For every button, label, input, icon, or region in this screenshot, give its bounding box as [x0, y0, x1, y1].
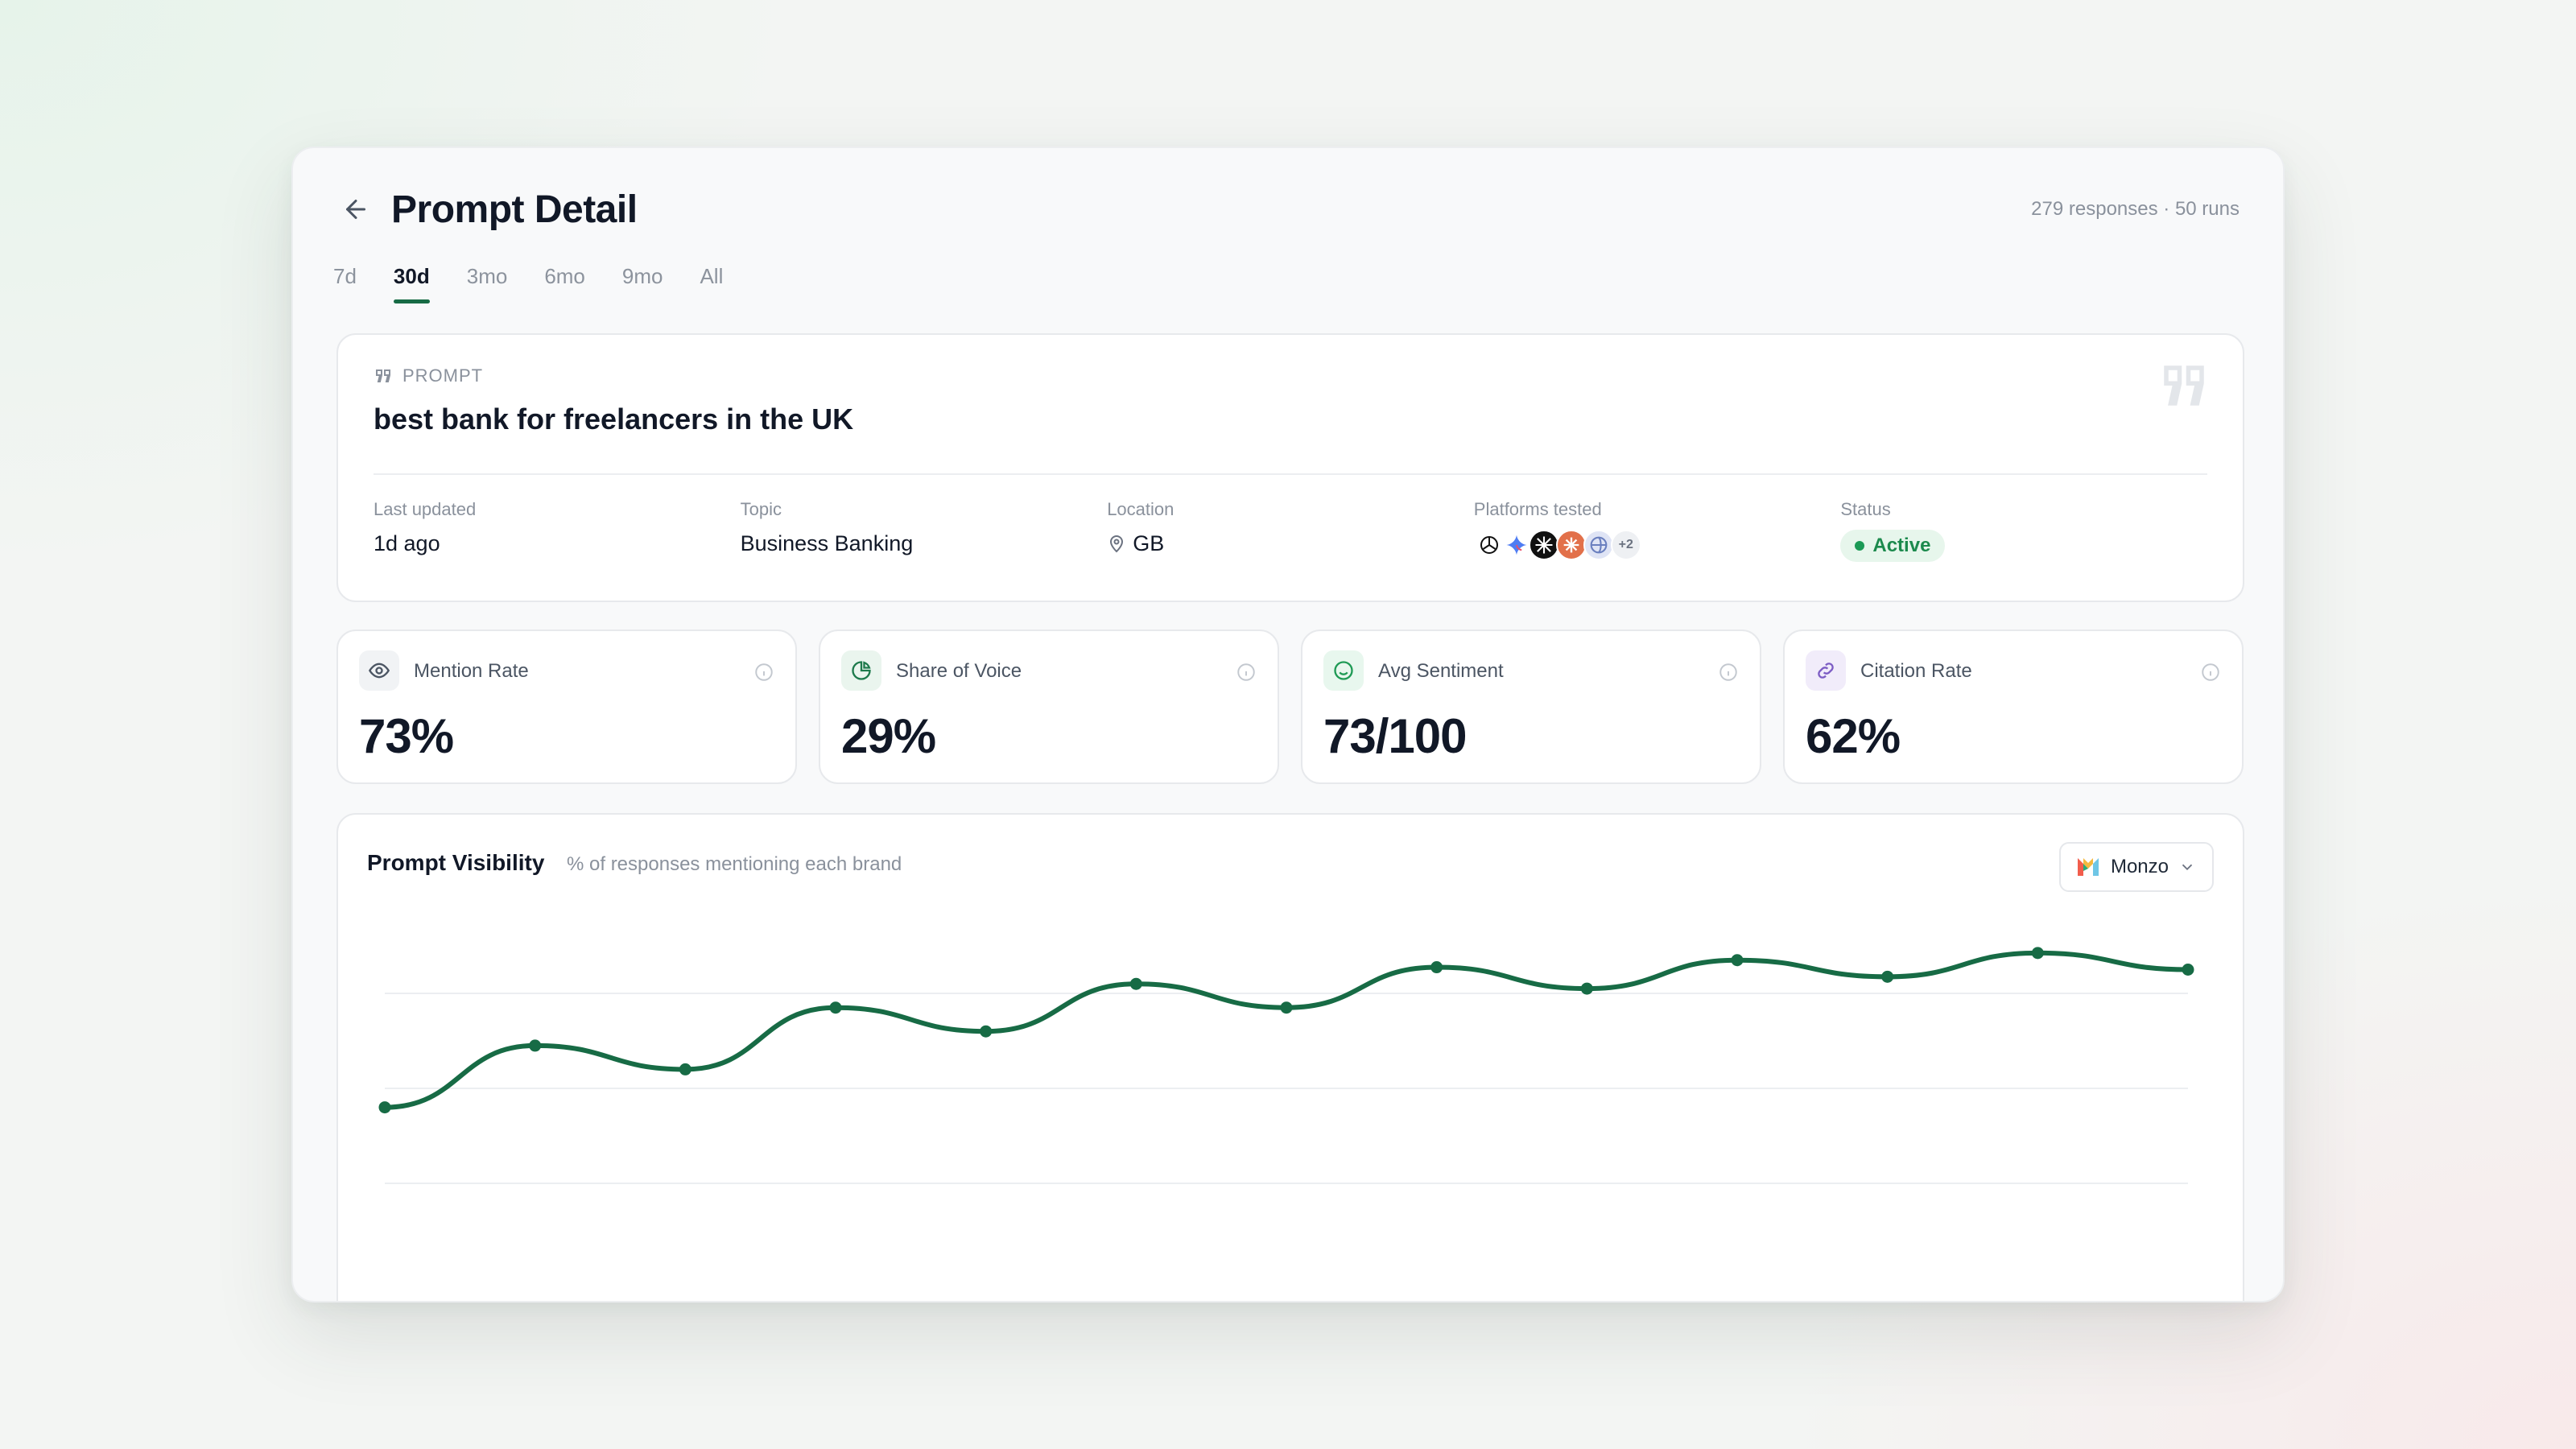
stat-card-citation-rate: Citation Rate 62% — [1783, 630, 2244, 784]
chevron-down-icon — [2182, 864, 2193, 871]
info-icon[interactable] — [753, 662, 774, 683]
tab-all[interactable]: All — [700, 264, 724, 288]
grok-icon — [1528, 530, 1559, 560]
stat-value: 62% — [1806, 709, 1901, 763]
smile-icon — [1323, 650, 1364, 691]
data-point[interactable] — [1280, 1001, 1293, 1014]
stat-value: 29% — [841, 709, 936, 763]
prompt-detail-window: Prompt Detail 279 responses · 50 runs 7d… — [291, 147, 2285, 1302]
link-icon — [1806, 650, 1846, 691]
status-dot — [1855, 541, 1865, 551]
prompt-visibility-card: Prompt Visibility % of responses mention… — [336, 813, 2244, 1301]
last-updated-label: Last updated — [374, 499, 477, 519]
stat-card-share-of-voice: Share of Voice 29% — [819, 630, 1279, 784]
responses-runs-meta: 279 responses · 50 runs — [2031, 198, 2240, 220]
eye-icon — [359, 650, 399, 691]
time-range-tabs: 7d 30d 3mo 6mo 9mo All — [333, 261, 723, 303]
stat-label: Mention Rate — [414, 660, 529, 682]
platforms-label: Platforms tested — [1473, 499, 1602, 519]
chart-title: Prompt Visibility — [367, 850, 545, 875]
tab-6mo[interactable]: 6mo — [544, 264, 585, 288]
info-icon[interactable] — [1236, 662, 1257, 683]
data-point[interactable] — [679, 1063, 691, 1075]
brand-select[interactable]: Monzo — [2058, 842, 2214, 892]
last-updated-value: 1d ago — [374, 531, 440, 555]
stat-label: Share of Voice — [896, 660, 1022, 682]
field-location: Location GB — [1107, 499, 1474, 562]
prompt-text: best bank for freelancers in the UK — [374, 402, 854, 436]
tab-3mo[interactable]: 3mo — [466, 264, 508, 288]
location-value: GB — [1107, 531, 1474, 556]
prompt-eyebrow-label: PROMPT — [402, 365, 484, 386]
stat-value: 73/100 — [1323, 709, 1468, 763]
arrow-left-icon — [346, 200, 365, 219]
stat-value: 73% — [359, 709, 454, 763]
stat-card-mention-rate: Mention Rate 73% — [336, 630, 797, 784]
quote-mark-icon — [2164, 365, 2204, 406]
series-line — [382, 950, 2190, 1110]
data-point[interactable] — [529, 1039, 542, 1052]
status-badge: Active — [1840, 530, 1946, 562]
page-title: Prompt Detail — [391, 188, 638, 231]
status-label: Status — [1840, 499, 1891, 519]
field-last-updated: Last updated 1d ago — [374, 499, 741, 562]
stat-card-avg-sentiment: Avg Sentiment 73/100 — [1301, 630, 1761, 784]
field-topic: Topic Business Banking — [741, 499, 1108, 562]
tab-30d[interactable]: 30d — [393, 261, 430, 303]
data-point[interactable] — [378, 1101, 391, 1114]
prompt-meta-fields: Last updated 1d ago Topic Business Banki… — [374, 499, 2207, 562]
info-icon[interactable] — [2200, 662, 2221, 683]
data-point[interactable] — [1580, 982, 1593, 995]
data-point[interactable] — [2182, 964, 2194, 976]
platforms-more-badge[interactable]: +2 — [1610, 530, 1641, 560]
back-button[interactable] — [338, 192, 374, 227]
tab-7d[interactable]: 7d — [333, 264, 357, 288]
field-status: Status Active — [1840, 499, 2207, 562]
stat-label: Avg Sentiment — [1378, 660, 1504, 682]
data-point[interactable] — [1731, 954, 1744, 967]
prompt-card: PROMPT best bank for freelancers in the … — [336, 333, 2244, 602]
location-label: Location — [1107, 499, 1174, 519]
claude-icon — [1555, 530, 1587, 560]
data-point[interactable] — [829, 1001, 842, 1014]
platforms-list: +2 — [1473, 530, 1841, 560]
page-header: Prompt Detail 279 responses · 50 runs — [338, 177, 2240, 242]
map-pin-icon — [1110, 535, 1124, 552]
data-point[interactable] — [980, 1025, 993, 1038]
topic-value: Business Banking — [740, 531, 914, 555]
data-point[interactable] — [1430, 961, 1443, 974]
prompt-eyebrow: PROMPT — [374, 365, 483, 386]
data-point[interactable] — [1129, 977, 1142, 990]
data-point[interactable] — [2031, 947, 2044, 960]
data-point[interactable] — [1881, 970, 1894, 983]
status-text: Active — [1872, 535, 1931, 556]
monzo-logo-icon — [2077, 858, 2099, 876]
prompt-divider — [374, 473, 2207, 475]
info-icon[interactable] — [1718, 662, 1739, 683]
chart-subtitle: % of responses mentioning each brand — [567, 853, 902, 875]
stat-label: Citation Rate — [1860, 660, 1972, 682]
topic-label: Topic — [740, 499, 782, 519]
location-text: GB — [1133, 531, 1165, 555]
perplexity-icon — [1583, 530, 1614, 560]
quote-icon — [376, 369, 390, 382]
chatgpt-icon — [1473, 530, 1505, 560]
brand-select-value: Monzo — [2110, 856, 2169, 877]
pie-chart-icon — [841, 650, 881, 691]
field-platforms: Platforms tested — [1473, 499, 1841, 562]
tab-9mo[interactable]: 9mo — [621, 264, 663, 288]
visibility-line-chart — [378, 947, 2194, 1184]
gemini-icon — [1501, 530, 1532, 560]
